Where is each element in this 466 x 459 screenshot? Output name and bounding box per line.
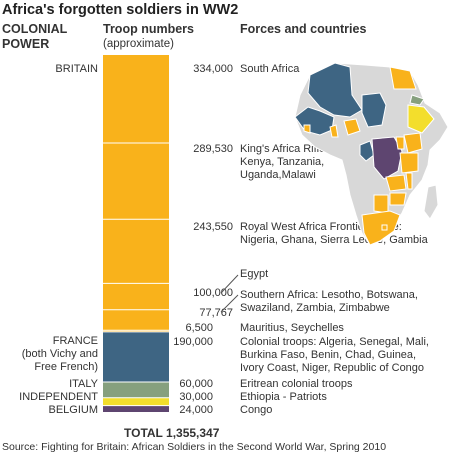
value-france: 190,000 xyxy=(173,336,213,348)
bar-segment-5 xyxy=(103,330,169,332)
desc-sa-line1: Southern Africa: Lesotho, Botswana, xyxy=(240,289,418,301)
chart-title: Africa's forgotten soldiers in WW2 xyxy=(2,2,239,18)
bar-segment-1 xyxy=(103,142,169,220)
value-south-africa: 334,000 xyxy=(193,63,233,75)
map-south-africa xyxy=(361,210,401,246)
map-eritrea xyxy=(409,94,425,106)
value-royal-west-africa: 243,550 xyxy=(193,221,233,233)
value-mauritius: 6,500 xyxy=(185,322,213,334)
desc-kar-line2: Kenya, Tanzania, xyxy=(240,156,325,168)
value-belgium: 24,000 xyxy=(179,404,213,416)
total-label: TOTAL xyxy=(124,426,163,440)
power-britain: BRITAIN xyxy=(55,63,98,75)
desc-france-line3: Ivory Coast, Niger, Republic of Congo xyxy=(240,362,425,374)
map-france-chad xyxy=(361,92,387,128)
map-lesotho xyxy=(381,224,388,231)
leader-egypt xyxy=(220,274,239,294)
value-kings-africa-rifles: 289,530 xyxy=(193,143,233,155)
map-zambia xyxy=(385,174,407,192)
value-southern-africa: 77,767 xyxy=(199,307,233,319)
leader-southern-africa xyxy=(220,294,239,313)
power-france-sub1: (both Vichy and xyxy=(21,348,98,360)
bar-segment-2 xyxy=(103,219,169,284)
header-forces: Forces and countries xyxy=(240,22,367,36)
desc-egypt: Egypt xyxy=(240,268,269,280)
header-power: POWER xyxy=(2,37,50,51)
value-egypt: 100,000 xyxy=(193,287,233,299)
desc-southern-africa: Southern Africa: Lesotho, Botswana, Swaz… xyxy=(240,289,418,315)
map-france-congo xyxy=(359,140,375,162)
map-malawi xyxy=(405,172,413,190)
desc-france: Colonial troops: Algeria, Senegal, Mali,… xyxy=(240,336,429,375)
desc-kar-line1: King's Africa Rifles: xyxy=(240,143,334,155)
power-france-label: FRANCE xyxy=(52,335,98,347)
value-italy: 60,000 xyxy=(179,378,213,390)
desc-belgium: Congo xyxy=(240,404,273,416)
source-note: Source: Fighting for Britain: African So… xyxy=(2,441,387,453)
desc-kar-line3: Uganda,Malawi xyxy=(240,169,316,181)
power-france: FRANCE (both Vichy and Free French) xyxy=(22,335,98,374)
power-independent: INDEPENDENT xyxy=(19,391,98,403)
power-belgium: BELGIUM xyxy=(48,404,98,416)
header-colonial-power: COLONIAL POWER xyxy=(2,22,67,52)
power-france-sub2: Free French) xyxy=(34,361,98,373)
map-ethiopia xyxy=(407,104,435,134)
map-belgian-congo xyxy=(371,136,403,180)
desc-south-africa: South Africa xyxy=(240,63,300,75)
map-uganda xyxy=(395,136,405,150)
map-sierra-leone xyxy=(303,124,311,134)
bar-segment-4 xyxy=(103,309,169,331)
map-botswana xyxy=(373,194,389,214)
header-colonial: COLONIAL xyxy=(2,22,68,36)
bar-segment-9 xyxy=(103,405,169,412)
bar-segment-6 xyxy=(103,331,169,382)
map-zimbabwe xyxy=(389,192,407,206)
header-troops-sub: (approximate) xyxy=(103,38,174,50)
map-france-north xyxy=(307,62,363,118)
bar-segment-0 xyxy=(103,55,169,143)
value-independent: 30,000 xyxy=(179,391,213,403)
desc-france-line2: Burkina Faso, Benin, Chad, Guinea, xyxy=(240,349,417,361)
desc-sa-line2: Swaziland, Zambia, Zimbabwe xyxy=(240,302,390,314)
desc-mauritius: Mauritius, Seychelles xyxy=(240,322,344,334)
header-troops-title: Troop numbers xyxy=(103,22,194,36)
bar-segment-3 xyxy=(103,283,169,310)
bar-segment-8 xyxy=(103,397,169,406)
stacked-bar xyxy=(103,55,169,412)
map-egypt xyxy=(389,66,417,90)
header-troops: Troop numbers (approximate) xyxy=(103,22,194,52)
map-ghana xyxy=(329,124,339,138)
power-italy: ITALY xyxy=(69,378,98,390)
desc-kings-africa-rifles: King's Africa Rifles: Kenya, Tanzania, U… xyxy=(240,143,334,182)
desc-italy: Eritrean colonial troops xyxy=(240,378,353,390)
map-madagascar xyxy=(423,184,439,220)
map-nigeria xyxy=(343,118,361,136)
desc-france-line1: Colonial troops: Algeria, Senegal, Mali, xyxy=(240,336,429,348)
africa-map xyxy=(294,62,449,246)
map-kenya xyxy=(403,132,423,154)
total-value: 1,355,347 xyxy=(166,426,220,440)
map-tanzania xyxy=(399,152,419,174)
bar-segment-7 xyxy=(103,381,169,398)
desc-independent: Ethiopia - Patriots xyxy=(240,391,327,403)
total: TOTAL 1,355,347 xyxy=(124,426,219,440)
